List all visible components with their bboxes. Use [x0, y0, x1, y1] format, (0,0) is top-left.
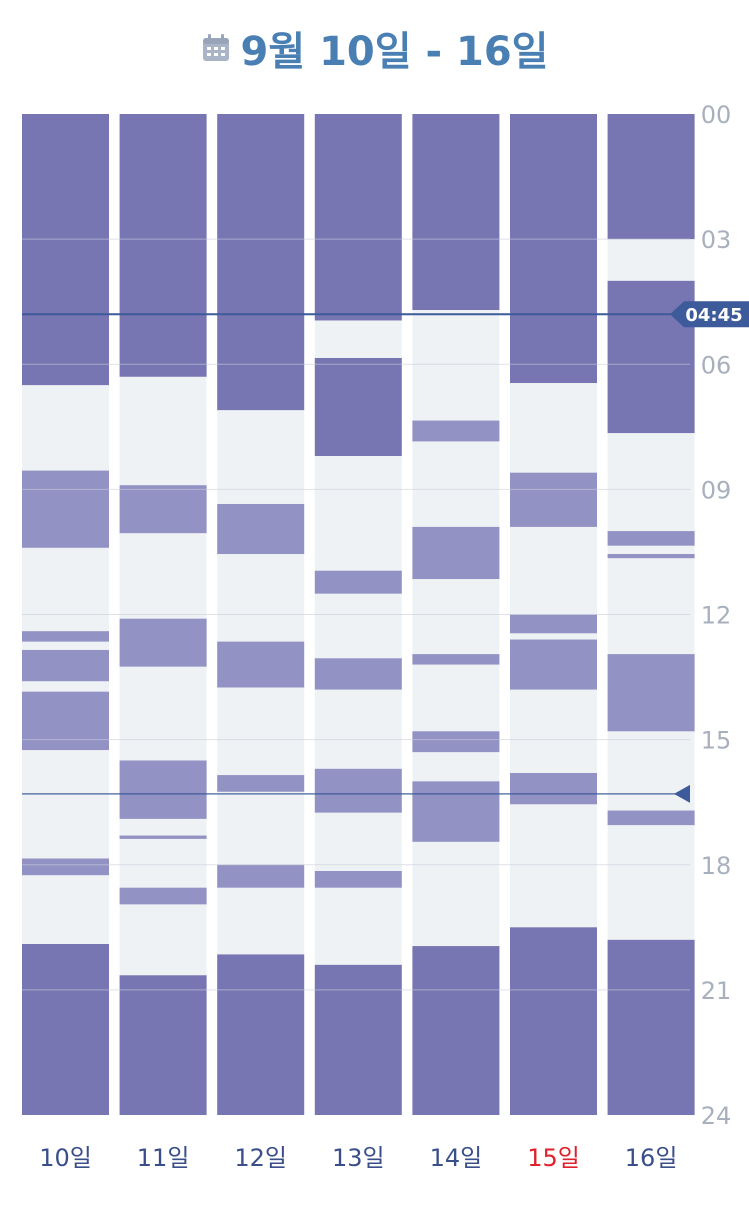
calendar-icon	[202, 34, 229, 61]
nap-segment	[22, 691, 109, 751]
nap-segment	[119, 485, 207, 534]
nap-segment	[607, 654, 695, 732]
marker-arrow	[674, 784, 690, 803]
nap-segment	[119, 618, 207, 667]
y-tick-label: 12	[701, 602, 732, 630]
nap-segment	[314, 570, 402, 594]
nap-segment	[510, 472, 597, 527]
sleep-segment	[412, 946, 500, 1115]
nap-segment	[22, 858, 109, 876]
nap-segment	[607, 810, 695, 826]
nap-segment	[119, 887, 207, 905]
nap-segment	[314, 658, 402, 690]
day-label: 14일	[430, 1144, 483, 1172]
sleep-segment	[510, 927, 597, 1115]
nap-segment	[119, 835, 207, 839]
sleep-segment	[314, 357, 402, 457]
nap-segment	[607, 531, 695, 546]
current-time-label: 04:45	[685, 305, 742, 326]
y-tick-label: 24	[701, 1102, 732, 1130]
day-label: 13일	[332, 1144, 385, 1172]
sleep-segment	[217, 954, 305, 1115]
header: 9월 10일 - 16일	[0, 18, 749, 78]
nap-segment	[412, 781, 500, 842]
day-label: 16일	[625, 1144, 678, 1172]
page-title: 9월 10일 - 16일	[240, 29, 549, 75]
nap-segment	[22, 649, 109, 682]
nap-segment	[314, 871, 402, 888]
sleep-segment	[314, 114, 402, 321]
nap-segment	[217, 503, 305, 555]
sleep-segment	[607, 939, 695, 1115]
sleep-segment	[22, 943, 109, 1115]
nap-segment	[412, 731, 500, 753]
nap-segment	[217, 775, 305, 792]
sleep-segment	[510, 114, 597, 384]
nap-segment	[22, 631, 109, 642]
nap-segment	[217, 641, 305, 688]
y-tick-label: 06	[701, 351, 732, 379]
nap-segment	[510, 772, 597, 805]
day-label: 11일	[137, 1144, 190, 1172]
nap-segment	[22, 470, 109, 548]
nap-segment	[510, 639, 597, 690]
nap-segment	[607, 554, 695, 559]
y-tick-label: 09	[701, 476, 732, 504]
sleep-segment	[217, 114, 305, 411]
day-label: 10일	[39, 1144, 92, 1172]
nap-segment	[119, 760, 207, 819]
sleep-segment	[412, 114, 500, 311]
nap-segment	[314, 768, 402, 813]
sleep-segment	[314, 964, 402, 1115]
sleep-segment	[22, 114, 109, 386]
sleep-segment	[119, 975, 207, 1115]
current-time-badge	[670, 301, 749, 328]
y-tick-label: 18	[701, 852, 732, 880]
y-tick-label: 00	[701, 101, 732, 129]
y-tick-label: 21	[701, 977, 732, 1005]
nap-segment	[217, 864, 305, 888]
y-tick-label: 03	[701, 226, 732, 254]
nap-segment	[412, 526, 500, 580]
nap-segment	[412, 420, 500, 442]
nap-segment	[412, 654, 500, 665]
nap-segment	[510, 614, 597, 634]
sleep-segment	[607, 114, 695, 240]
day-label: 15일	[527, 1144, 580, 1172]
day-label: 12일	[234, 1144, 287, 1172]
y-tick-label: 15	[701, 727, 732, 755]
sleep-segment	[119, 114, 207, 377]
